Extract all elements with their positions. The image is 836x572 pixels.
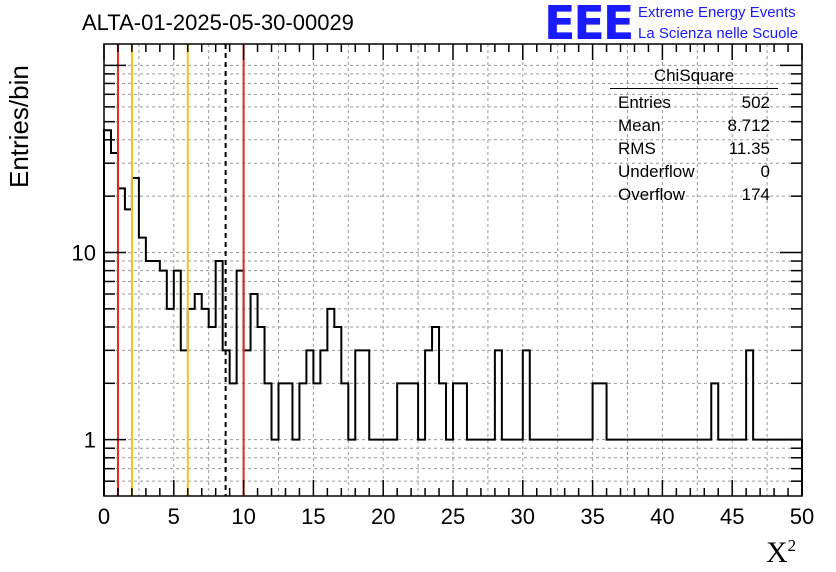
x-tick-label: 30 xyxy=(511,504,535,529)
x-tick-label: 5 xyxy=(168,504,180,529)
x-axis-label: X2 xyxy=(766,536,796,570)
x-tick-label: 10 xyxy=(231,504,255,529)
stats-label: RMS xyxy=(618,139,656,158)
histogram-series xyxy=(103,129,803,496)
y-tick-label: 10 xyxy=(72,240,96,265)
stats-value: 502 xyxy=(741,93,770,112)
stats-label: Overflow xyxy=(618,185,686,204)
x-tick-label: 40 xyxy=(650,504,674,529)
y-axis-label: Entries/bin xyxy=(4,65,34,188)
stats-label: Underflow xyxy=(618,162,695,181)
logo-mark: EEE xyxy=(544,0,634,50)
x-axis-label-sup: 2 xyxy=(787,536,797,555)
stats-value: 0 xyxy=(760,162,770,181)
stats-value: 11.35 xyxy=(728,139,770,158)
y-tick-label: 1 xyxy=(84,428,96,453)
x-tick-label: 15 xyxy=(301,504,325,529)
stats-box: ChiSquare Entries 502 Mean 8.712 RMS 11.35 … xyxy=(610,66,778,206)
x-tick-label: 20 xyxy=(371,504,395,529)
stats-row-overflow: Overflow 174 xyxy=(610,183,778,206)
stats-value: 8.712 xyxy=(727,116,770,135)
x-tick-label: 35 xyxy=(580,504,604,529)
stats-row-entries: Entries 502 xyxy=(610,91,778,114)
x-tick-label: 25 xyxy=(441,504,465,529)
stats-value: 174 xyxy=(741,185,770,204)
x-tick-label: 45 xyxy=(720,504,744,529)
stats-row-underflow: Underflow 0 xyxy=(610,160,778,183)
x-axis-label-base: X xyxy=(766,536,788,569)
stats-row-rms: RMS 11.35 xyxy=(610,137,778,160)
stats-title: ChiSquare xyxy=(610,66,778,89)
x-tick-label: 0 xyxy=(98,504,110,529)
stats-row-mean: Mean 8.712 xyxy=(610,114,778,137)
logo-line1: Extreme Energy Events xyxy=(638,4,796,21)
stats-label: Entries xyxy=(618,93,671,112)
logo-line2: La Scienza nelle Scuole xyxy=(638,25,799,42)
eee-logo: EEE Extreme Energy Events La Scienza nel… xyxy=(544,0,836,50)
stats-label: Mean xyxy=(618,116,661,135)
x-tick-label: 50 xyxy=(790,504,814,529)
chart-title: ALTA-01-2025-05-30-00029 xyxy=(82,10,354,35)
